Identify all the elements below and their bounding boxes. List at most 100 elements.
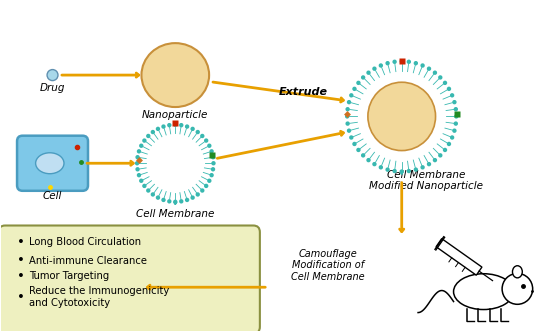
Circle shape <box>356 81 360 85</box>
Circle shape <box>136 155 139 159</box>
Circle shape <box>414 61 418 65</box>
Text: Extrude: Extrude <box>279 87 328 98</box>
Circle shape <box>204 138 208 143</box>
Circle shape <box>211 155 215 159</box>
Circle shape <box>356 148 360 152</box>
Circle shape <box>146 188 150 193</box>
Circle shape <box>211 161 216 165</box>
Circle shape <box>386 61 390 65</box>
Circle shape <box>173 123 177 127</box>
Circle shape <box>136 167 139 172</box>
Circle shape <box>438 153 443 158</box>
FancyBboxPatch shape <box>0 225 260 332</box>
Circle shape <box>366 70 371 75</box>
FancyBboxPatch shape <box>17 136 88 191</box>
Circle shape <box>454 114 458 119</box>
Circle shape <box>150 130 155 134</box>
Circle shape <box>368 82 435 151</box>
Circle shape <box>361 153 365 158</box>
Circle shape <box>502 274 533 304</box>
Circle shape <box>161 198 166 202</box>
Circle shape <box>399 169 404 174</box>
Circle shape <box>173 200 177 204</box>
Circle shape <box>421 63 425 68</box>
Ellipse shape <box>36 153 64 174</box>
Text: Cell Membrane
Modified Nanoparticle: Cell Membrane Modified Nanoparticle <box>369 170 483 191</box>
Circle shape <box>196 192 200 197</box>
Circle shape <box>179 199 183 204</box>
Circle shape <box>414 167 418 172</box>
Ellipse shape <box>142 43 209 107</box>
Circle shape <box>452 100 457 104</box>
Ellipse shape <box>513 266 522 278</box>
Circle shape <box>349 135 353 140</box>
Circle shape <box>207 179 212 183</box>
Circle shape <box>346 122 350 126</box>
Circle shape <box>399 59 404 63</box>
Circle shape <box>139 143 143 148</box>
Circle shape <box>167 199 172 204</box>
Circle shape <box>427 162 431 166</box>
Circle shape <box>345 114 350 119</box>
Circle shape <box>210 173 214 177</box>
Text: •: • <box>17 235 25 249</box>
Circle shape <box>443 148 447 152</box>
Circle shape <box>453 107 458 112</box>
Circle shape <box>47 70 58 81</box>
Text: Cell: Cell <box>43 191 62 201</box>
Circle shape <box>352 142 357 146</box>
Circle shape <box>349 93 353 98</box>
Text: Camouflage
Modification of
Cell Membrane: Camouflage Modification of Cell Membrane <box>291 249 365 282</box>
Circle shape <box>150 192 155 197</box>
Circle shape <box>167 123 172 127</box>
Circle shape <box>406 169 411 173</box>
Circle shape <box>196 130 200 134</box>
Circle shape <box>452 128 457 133</box>
Circle shape <box>142 138 147 143</box>
Text: Long Blood Circulation: Long Blood Circulation <box>29 237 141 247</box>
Text: •: • <box>17 270 25 283</box>
Text: Nanoparticle: Nanoparticle <box>142 110 208 120</box>
Circle shape <box>447 142 451 146</box>
Circle shape <box>139 179 143 183</box>
Circle shape <box>146 134 150 138</box>
Text: Tumor Targeting: Tumor Targeting <box>29 271 109 281</box>
Text: •: • <box>17 290 25 304</box>
Circle shape <box>392 59 397 64</box>
Circle shape <box>137 173 141 177</box>
Text: Drug: Drug <box>40 83 65 93</box>
Circle shape <box>373 66 377 71</box>
Circle shape <box>447 87 451 91</box>
Circle shape <box>366 158 371 162</box>
Polygon shape <box>436 239 482 275</box>
Circle shape <box>433 158 437 162</box>
Circle shape <box>427 66 431 71</box>
Circle shape <box>346 107 350 112</box>
Circle shape <box>142 184 147 188</box>
Circle shape <box>347 128 351 133</box>
Circle shape <box>352 87 357 91</box>
Circle shape <box>373 162 377 166</box>
Circle shape <box>161 124 166 129</box>
Circle shape <box>379 165 383 170</box>
Circle shape <box>190 127 195 131</box>
Circle shape <box>200 134 205 138</box>
Circle shape <box>156 196 160 200</box>
Circle shape <box>438 75 443 80</box>
Circle shape <box>135 161 139 165</box>
Circle shape <box>347 100 351 104</box>
Circle shape <box>211 167 215 172</box>
Circle shape <box>421 165 425 170</box>
Circle shape <box>179 123 183 127</box>
Circle shape <box>392 169 397 173</box>
Text: Anti-immune Clearance: Anti-immune Clearance <box>29 256 147 266</box>
Circle shape <box>443 81 447 85</box>
Circle shape <box>386 167 390 172</box>
Circle shape <box>450 135 455 140</box>
Circle shape <box>207 143 212 148</box>
Circle shape <box>406 59 411 64</box>
Circle shape <box>453 122 458 126</box>
Circle shape <box>379 63 383 68</box>
Text: •: • <box>17 254 25 267</box>
Circle shape <box>185 198 189 202</box>
